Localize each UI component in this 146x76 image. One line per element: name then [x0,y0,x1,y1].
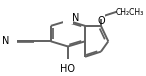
Text: N: N [2,36,9,46]
Text: N: N [72,13,79,23]
Text: CH₂CH₃: CH₂CH₃ [116,8,144,17]
Text: HO: HO [60,65,75,74]
FancyBboxPatch shape [63,17,73,24]
FancyBboxPatch shape [62,59,74,65]
Text: O: O [97,16,105,26]
FancyBboxPatch shape [97,14,105,19]
FancyBboxPatch shape [9,38,16,45]
